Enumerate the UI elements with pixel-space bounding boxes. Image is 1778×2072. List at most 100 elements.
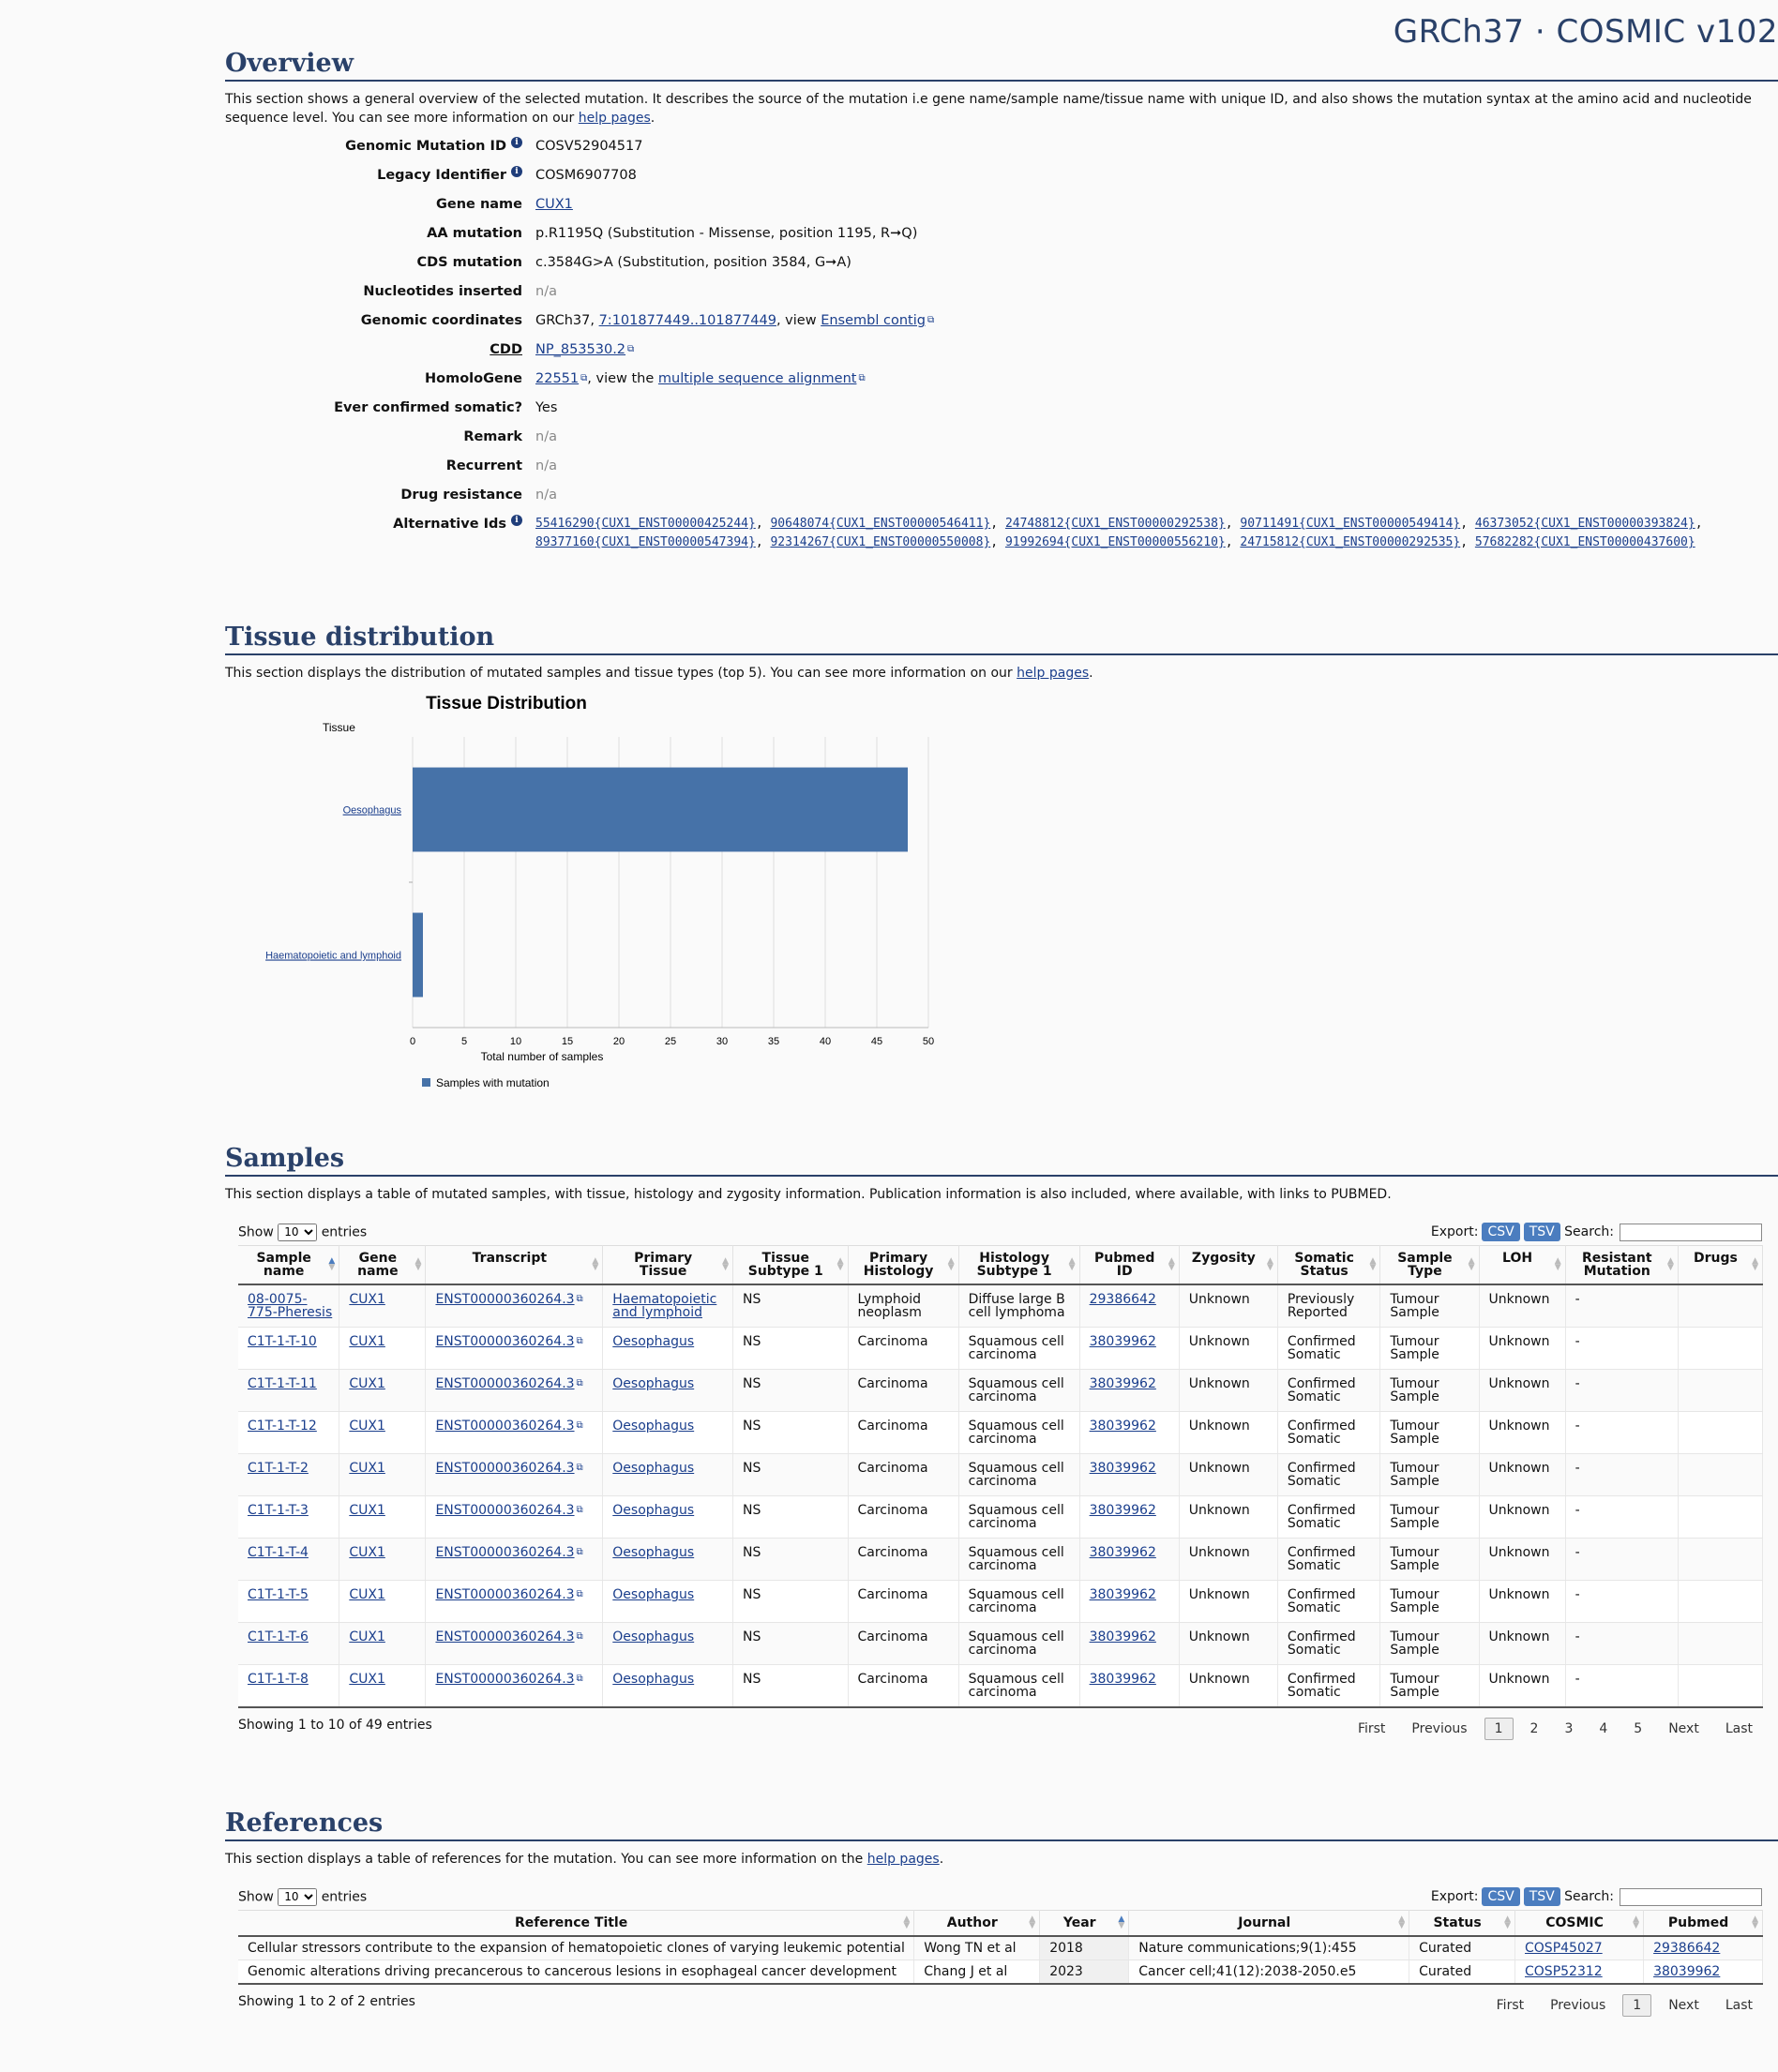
pubmed-link[interactable]: 38039962 bbox=[1089, 1419, 1156, 1434]
primary-tissue-link[interactable]: Oesophagus bbox=[612, 1376, 695, 1391]
pager-last[interactable]: Last bbox=[1725, 1721, 1753, 1736]
pager-first[interactable]: First bbox=[1357, 1721, 1386, 1736]
cosmic-paper-link[interactable]: COSP52312 bbox=[1525, 1964, 1603, 1979]
alternative-id-link[interactable]: 90711491{CUX1_ENST00000549414} bbox=[1240, 517, 1461, 531]
column-header[interactable]: Status ▲ ▼ bbox=[1409, 1910, 1516, 1937]
column-header[interactable]: Sample name ▲ ▼ bbox=[238, 1245, 340, 1285]
column-header[interactable]: Somatic Status ▲ ▼ bbox=[1277, 1245, 1381, 1285]
ensembl-contig-link[interactable]: Ensembl contig bbox=[821, 313, 926, 328]
primary-tissue-link[interactable]: Oesophagus bbox=[612, 1461, 695, 1476]
transcript-link[interactable]: ENST00000360264.3 bbox=[435, 1334, 575, 1349]
alternative-id-link[interactable]: 89377160{CUX1_ENST00000547394} bbox=[535, 535, 756, 549]
transcript-link[interactable]: ENST00000360264.3 bbox=[435, 1587, 575, 1602]
column-header[interactable]: Reference Title ▲ ▼ bbox=[238, 1910, 915, 1937]
column-header[interactable]: Author ▲ ▼ bbox=[913, 1910, 1041, 1937]
info-icon[interactable]: i bbox=[511, 137, 522, 148]
column-header[interactable]: COSMIC ▲ ▼ bbox=[1514, 1910, 1645, 1937]
sample-name-link[interactable]: C1T-1-T-3 bbox=[248, 1503, 309, 1518]
pager-2[interactable]: 2 bbox=[1529, 1721, 1539, 1736]
tissue-help-link[interactable]: help pages bbox=[1017, 666, 1090, 681]
alternative-id-link[interactable]: 24748812{CUX1_ENST00000292538} bbox=[1004, 517, 1226, 531]
pubmed-link[interactable]: 38039962 bbox=[1653, 1964, 1721, 1979]
samples-csv-button[interactable]: CSV bbox=[1482, 1223, 1520, 1241]
info-icon[interactable]: i bbox=[511, 166, 522, 177]
pubmed-link[interactable]: 38039962 bbox=[1089, 1376, 1156, 1391]
column-header[interactable]: Transcript ▲ ▼ bbox=[425, 1245, 604, 1285]
transcript-link[interactable]: ENST00000360264.3 bbox=[435, 1672, 575, 1687]
primary-tissue-link[interactable]: Oesophagus bbox=[612, 1334, 695, 1349]
pager-3[interactable]: 3 bbox=[1564, 1721, 1574, 1736]
pubmed-link[interactable]: 38039962 bbox=[1089, 1461, 1156, 1476]
cosmic-paper-link[interactable]: COSP45027 bbox=[1525, 1941, 1603, 1956]
gene-name-link[interactable]: CUX1 bbox=[349, 1503, 385, 1518]
gene-name-link[interactable]: CUX1 bbox=[349, 1376, 385, 1391]
column-header[interactable]: Tissue Subtype 1 ▲ ▼ bbox=[732, 1245, 849, 1285]
sample-name-link[interactable]: C1T-1-T-11 bbox=[248, 1376, 317, 1391]
references-tsv-button[interactable]: TSV bbox=[1523, 1887, 1560, 1906]
gene-name-link[interactable]: CUX1 bbox=[349, 1587, 385, 1602]
pager-1[interactable]: 1 bbox=[1484, 1718, 1514, 1740]
sample-name-link[interactable]: C1T-1-T-8 bbox=[248, 1672, 309, 1687]
pager-first[interactable]: First bbox=[1496, 1998, 1525, 2013]
pager-next[interactable]: Next bbox=[1668, 1721, 1699, 1736]
alternative-id-link[interactable]: 55416290{CUX1_ENST00000425244} bbox=[535, 517, 756, 531]
column-header[interactable]: Primary Tissue ▲ ▼ bbox=[602, 1245, 734, 1285]
info-icon[interactable]: i bbox=[511, 515, 522, 526]
pager-last[interactable]: Last bbox=[1725, 1998, 1753, 2013]
column-header[interactable]: Year ▲ ▼ bbox=[1039, 1910, 1130, 1937]
alternative-id-link[interactable]: 46373052{CUX1_ENST00000393824} bbox=[1474, 517, 1695, 531]
column-header[interactable]: Zygosity ▲ ▼ bbox=[1179, 1245, 1278, 1285]
transcript-link[interactable]: ENST00000360264.3 bbox=[435, 1545, 575, 1560]
gene-name-link[interactable]: CUX1 bbox=[349, 1545, 385, 1560]
column-header[interactable]: Journal ▲ ▼ bbox=[1128, 1910, 1410, 1937]
references-search-input[interactable] bbox=[1620, 1887, 1762, 1906]
column-header[interactable]: Pubmed ▲ ▼ bbox=[1643, 1910, 1763, 1937]
pager-4[interactable]: 4 bbox=[1599, 1721, 1608, 1736]
sample-name-link[interactable]: C1T-1-T-12 bbox=[248, 1419, 317, 1434]
pubmed-link[interactable]: 38039962 bbox=[1089, 1629, 1156, 1644]
pager-previous[interactable]: Previous bbox=[1411, 1721, 1468, 1736]
transcript-link[interactable]: ENST00000360264.3 bbox=[435, 1292, 575, 1307]
column-header[interactable]: LOH ▲ ▼ bbox=[1479, 1245, 1566, 1285]
column-header[interactable]: Primary Histology ▲ ▼ bbox=[848, 1245, 959, 1285]
gene-name-link[interactable]: CUX1 bbox=[535, 197, 573, 212]
pager-1[interactable]: 1 bbox=[1622, 1994, 1652, 2017]
homologene-link[interactable]: 22551 bbox=[535, 371, 580, 386]
column-header[interactable]: Gene name ▲ ▼ bbox=[339, 1245, 427, 1285]
alternative-id-link[interactable]: 24715812{CUX1_ENST00000292535} bbox=[1240, 535, 1461, 549]
gene-name-link[interactable]: CUX1 bbox=[349, 1629, 385, 1644]
primary-tissue-link[interactable]: Oesophagus bbox=[612, 1587, 695, 1602]
references-csv-button[interactable]: CSV bbox=[1482, 1887, 1520, 1906]
gene-name-link[interactable]: CUX1 bbox=[349, 1334, 385, 1349]
chart-category-label[interactable]: Oesophagus bbox=[343, 805, 402, 817]
pager-next[interactable]: Next bbox=[1668, 1998, 1699, 2013]
column-header[interactable]: Sample Type ▲ ▼ bbox=[1379, 1245, 1480, 1285]
references-help-link[interactable]: help pages bbox=[866, 1852, 940, 1867]
gene-name-link[interactable]: CUX1 bbox=[349, 1461, 385, 1476]
msa-link[interactable]: multiple sequence alignment bbox=[657, 371, 857, 386]
cdd-link[interactable]: NP_853530.2 bbox=[535, 342, 626, 357]
gene-name-link[interactable]: CUX1 bbox=[349, 1419, 385, 1434]
samples-page-length-select[interactable]: 10 bbox=[278, 1223, 318, 1241]
transcript-link[interactable]: ENST00000360264.3 bbox=[435, 1419, 575, 1434]
column-header[interactable]: Resistant Mutation ▲ ▼ bbox=[1565, 1245, 1679, 1285]
references-page-length-select[interactable]: 10 bbox=[278, 1887, 318, 1906]
transcript-link[interactable]: ENST00000360264.3 bbox=[435, 1503, 575, 1518]
transcript-link[interactable]: ENST00000360264.3 bbox=[435, 1461, 575, 1476]
column-header[interactable]: Drugs ▲ ▼ bbox=[1678, 1245, 1764, 1285]
primary-tissue-link[interactable]: Oesophagus bbox=[612, 1545, 695, 1560]
pubmed-link[interactable]: 38039962 bbox=[1089, 1672, 1156, 1687]
chart-category-label[interactable]: Haematopoietic and lymphoid bbox=[265, 951, 401, 962]
alternative-id-link[interactable]: 57682282{CUX1_ENST00000437600} bbox=[1474, 535, 1695, 549]
pager-5[interactable]: 5 bbox=[1634, 1721, 1643, 1736]
sample-name-link[interactable]: 08-0075-775-Pheresis bbox=[248, 1292, 333, 1320]
pubmed-link[interactable]: 29386642 bbox=[1653, 1941, 1721, 1956]
sample-name-link[interactable]: C1T-1-T-6 bbox=[248, 1629, 309, 1644]
gene-name-link[interactable]: CUX1 bbox=[349, 1292, 385, 1307]
pubmed-link[interactable]: 38039962 bbox=[1089, 1545, 1156, 1560]
sample-name-link[interactable]: C1T-1-T-5 bbox=[248, 1587, 309, 1602]
overview-help-link[interactable]: help pages bbox=[578, 111, 651, 126]
chart-bar[interactable] bbox=[413, 767, 908, 852]
sample-name-link[interactable]: C1T-1-T-2 bbox=[248, 1461, 309, 1476]
alternative-id-link[interactable]: 92314267{CUX1_ENST00000550008} bbox=[770, 535, 991, 549]
